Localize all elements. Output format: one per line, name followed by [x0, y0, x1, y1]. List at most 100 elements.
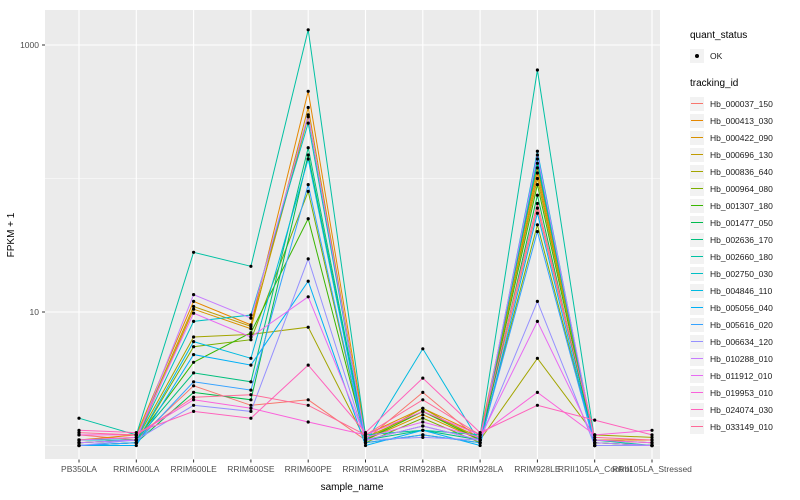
- legend-item-label: Hb_002750_030: [710, 268, 773, 279]
- data-point: [478, 441, 482, 445]
- data-point: [535, 149, 540, 153]
- legend-key-box: [690, 385, 704, 400]
- data-point: [306, 157, 310, 161]
- data-point: [306, 121, 310, 125]
- data-point: [363, 435, 368, 439]
- data-point: [249, 264, 253, 268]
- legend-item-label: Hb_005616_020: [710, 319, 773, 330]
- legend-color-line: [691, 408, 703, 411]
- legend-item-label: Hb_005056_040: [710, 302, 773, 313]
- data-point: [478, 433, 482, 437]
- data-point: [249, 331, 253, 335]
- legend-item-label: Hb_004846_110: [710, 285, 773, 296]
- data-point: [306, 146, 310, 150]
- legend-item-label: Hb_000836_640: [710, 166, 773, 177]
- legend-color-line: [691, 170, 703, 173]
- legend-color-line: [691, 357, 703, 360]
- legend-title-tracking-id: tracking_id: [690, 78, 739, 89]
- data-point: [535, 390, 540, 394]
- legend-key-box: [690, 266, 704, 281]
- data-point: [421, 420, 425, 424]
- data-point: [249, 338, 253, 342]
- data-point: [363, 438, 368, 442]
- data-point: [192, 384, 196, 388]
- data-point: [593, 435, 597, 439]
- data-point: [363, 433, 368, 437]
- data-point: [192, 353, 196, 357]
- legend-key-box: [690, 130, 704, 145]
- data-point: [306, 183, 310, 187]
- data-point: [306, 189, 310, 193]
- legend-item-label: Hb_001307_180: [710, 200, 773, 211]
- legend-key-box: [690, 419, 704, 434]
- data-point: [249, 356, 253, 360]
- data-point: [363, 431, 368, 435]
- data-point: [478, 435, 482, 439]
- data-point: [192, 371, 196, 375]
- data-point: [192, 360, 196, 364]
- data-point: [192, 403, 196, 407]
- legend-item-label: Hb_000422_090: [710, 132, 773, 143]
- y-axis-title: FPKM + 1: [6, 212, 17, 257]
- legend-color-line: [691, 119, 703, 122]
- data-point: [192, 307, 196, 311]
- data-point: [249, 406, 253, 410]
- data-point: [535, 68, 540, 72]
- data-point: [192, 390, 196, 394]
- legend-color-line: [691, 187, 703, 190]
- data-point: [478, 431, 482, 435]
- data-point: [421, 347, 425, 351]
- data-point: [192, 398, 196, 402]
- legend-item-label: Hb_001477_050: [710, 217, 773, 228]
- legend-group-tracking-id: tracking_id Hb_000037_150 Hb_000413_030 Hb…: [690, 78, 798, 435]
- data-point: [421, 433, 425, 437]
- x-tick-label: RRIM600PE: [285, 464, 333, 474]
- legend-color-line: [691, 340, 703, 343]
- data-point: [134, 433, 138, 437]
- legend-key-box: [690, 147, 704, 162]
- legend-color-line: [691, 238, 703, 241]
- data-point: [306, 279, 310, 283]
- data-point: [134, 438, 138, 442]
- legend-color-line: [691, 204, 703, 207]
- data-point: [650, 435, 654, 439]
- legend-item: Hb_024074_030: [690, 401, 798, 418]
- x-tick-label: RRIM600SE: [227, 464, 275, 474]
- data-point: [363, 443, 368, 448]
- legend-item: Hb_002636_170: [690, 231, 798, 248]
- legend-item-label: Hb_002636_170: [710, 234, 773, 245]
- legend-item: Hb_001477_050: [690, 214, 798, 231]
- data-point: [77, 443, 81, 448]
- data-point: [306, 217, 310, 221]
- x-tick-label: PB350LA: [61, 464, 97, 474]
- legend-key-box: [690, 113, 704, 128]
- x-tick-label: RRII105LA_Control: [558, 464, 632, 474]
- data-point: [593, 438, 597, 442]
- data-point: [192, 250, 196, 254]
- x-tick-label: RRIM928BA: [399, 464, 447, 474]
- legend-key-box: [690, 198, 704, 213]
- data-point: [192, 380, 196, 384]
- legend-key-box: [690, 317, 704, 332]
- legend-color-line: [691, 425, 703, 428]
- legend-item-label: Hb_000964_080: [710, 183, 773, 194]
- legend-color-line: [691, 136, 703, 139]
- data-point: [249, 363, 253, 367]
- legend-item: Hb_000696_130: [690, 146, 798, 163]
- legend-key-box: [690, 181, 704, 196]
- data-point: [535, 403, 540, 407]
- data-point: [421, 428, 425, 432]
- data-point: [306, 398, 310, 402]
- data-point: [249, 398, 253, 402]
- data-point: [134, 441, 138, 445]
- data-point: [306, 363, 310, 367]
- data-point: [478, 438, 482, 442]
- legend-item: Hb_001307_180: [690, 197, 798, 214]
- data-point: [535, 211, 540, 215]
- data-point: [306, 257, 310, 261]
- data-point: [134, 443, 138, 448]
- data-point: [363, 441, 368, 445]
- data-point: [421, 398, 425, 402]
- data-point: [249, 316, 253, 320]
- data-point: [593, 441, 597, 445]
